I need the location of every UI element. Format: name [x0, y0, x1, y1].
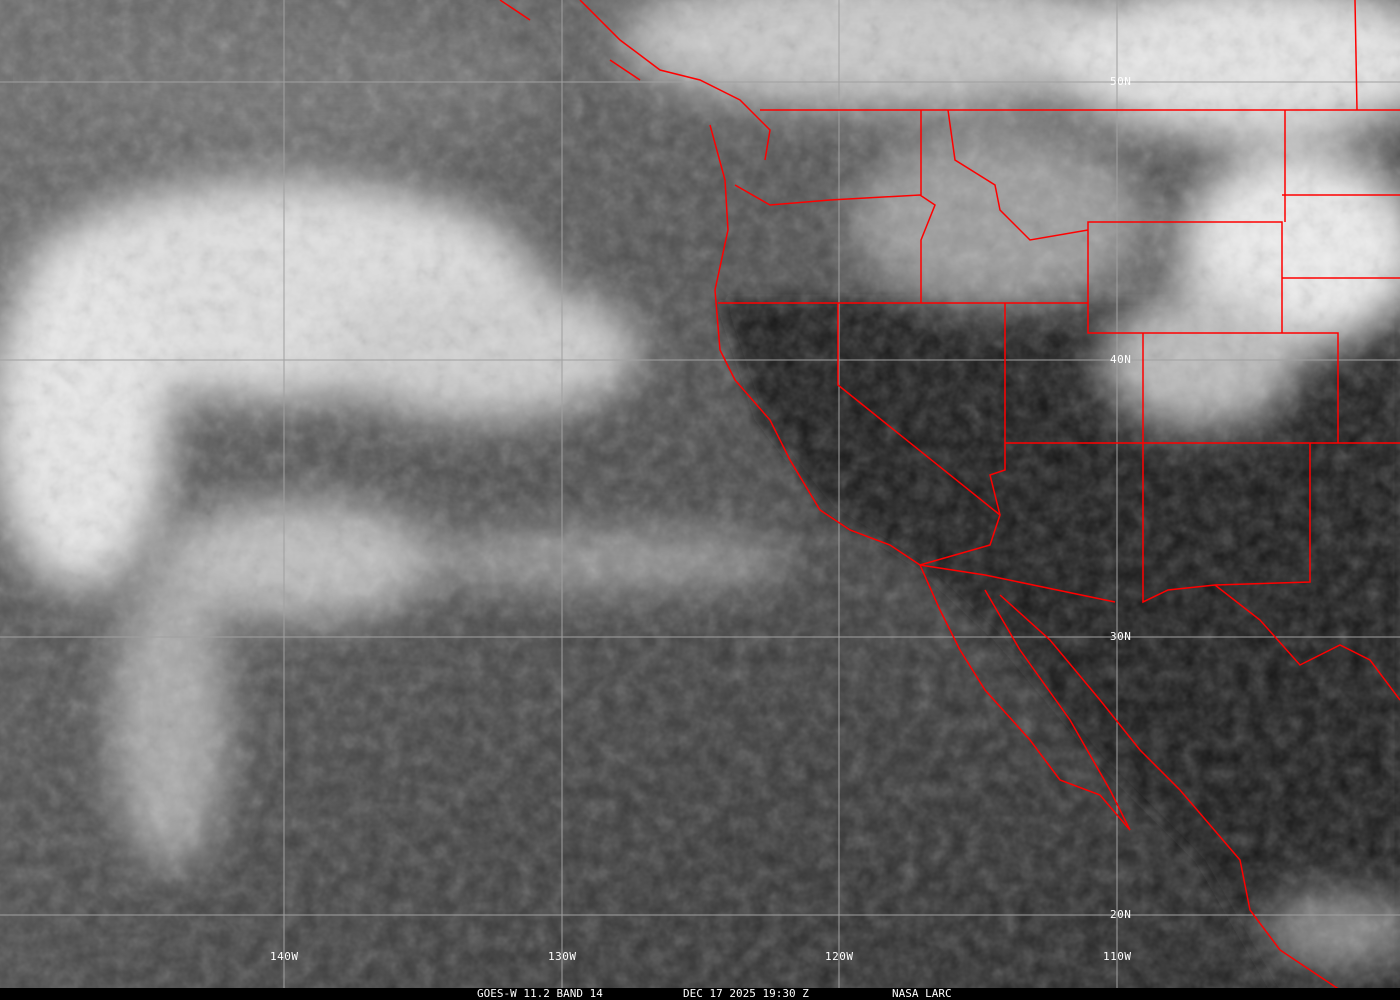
baja-gulf-coast: [984, 589, 1131, 831]
coastline: [709, 124, 1341, 991]
lat-label-20n: 20N: [1110, 908, 1132, 921]
us-mexico-border: [1214, 584, 1400, 701]
lat-label-50n: 50N: [1110, 75, 1132, 88]
mountain-state-borders: [1087, 110, 1400, 443]
lon-label-130w: 130W: [548, 950, 577, 963]
political-borders: [499, 0, 1400, 991]
lat-label-40n: 40N: [1110, 353, 1132, 366]
washington-oregon-border: [734, 184, 936, 303]
canada-us-border: [760, 0, 1400, 111]
caption-bar: GOES-W 11.2 BAND 14 DEC 17 2025 19:30 Z …: [0, 988, 1400, 1000]
lat-label-30n: 30N: [1110, 630, 1132, 643]
satellite-band: GOES-W 11.2 BAND 14: [477, 987, 603, 1000]
image-datetime: DEC 17 2025 19:30 Z: [683, 987, 809, 1000]
lon-label-120w: 120W: [825, 950, 854, 963]
southwest-state-borders: [989, 303, 1400, 604]
lon-label-140w: 140W: [270, 950, 299, 963]
credit: NASA LARC: [892, 987, 952, 1000]
idaho-borders: [920, 109, 1089, 241]
lon-label-110w: 110W: [1103, 950, 1132, 963]
california-nevada-border: [718, 302, 1116, 603]
vancouver-island-coast: [499, 0, 771, 161]
